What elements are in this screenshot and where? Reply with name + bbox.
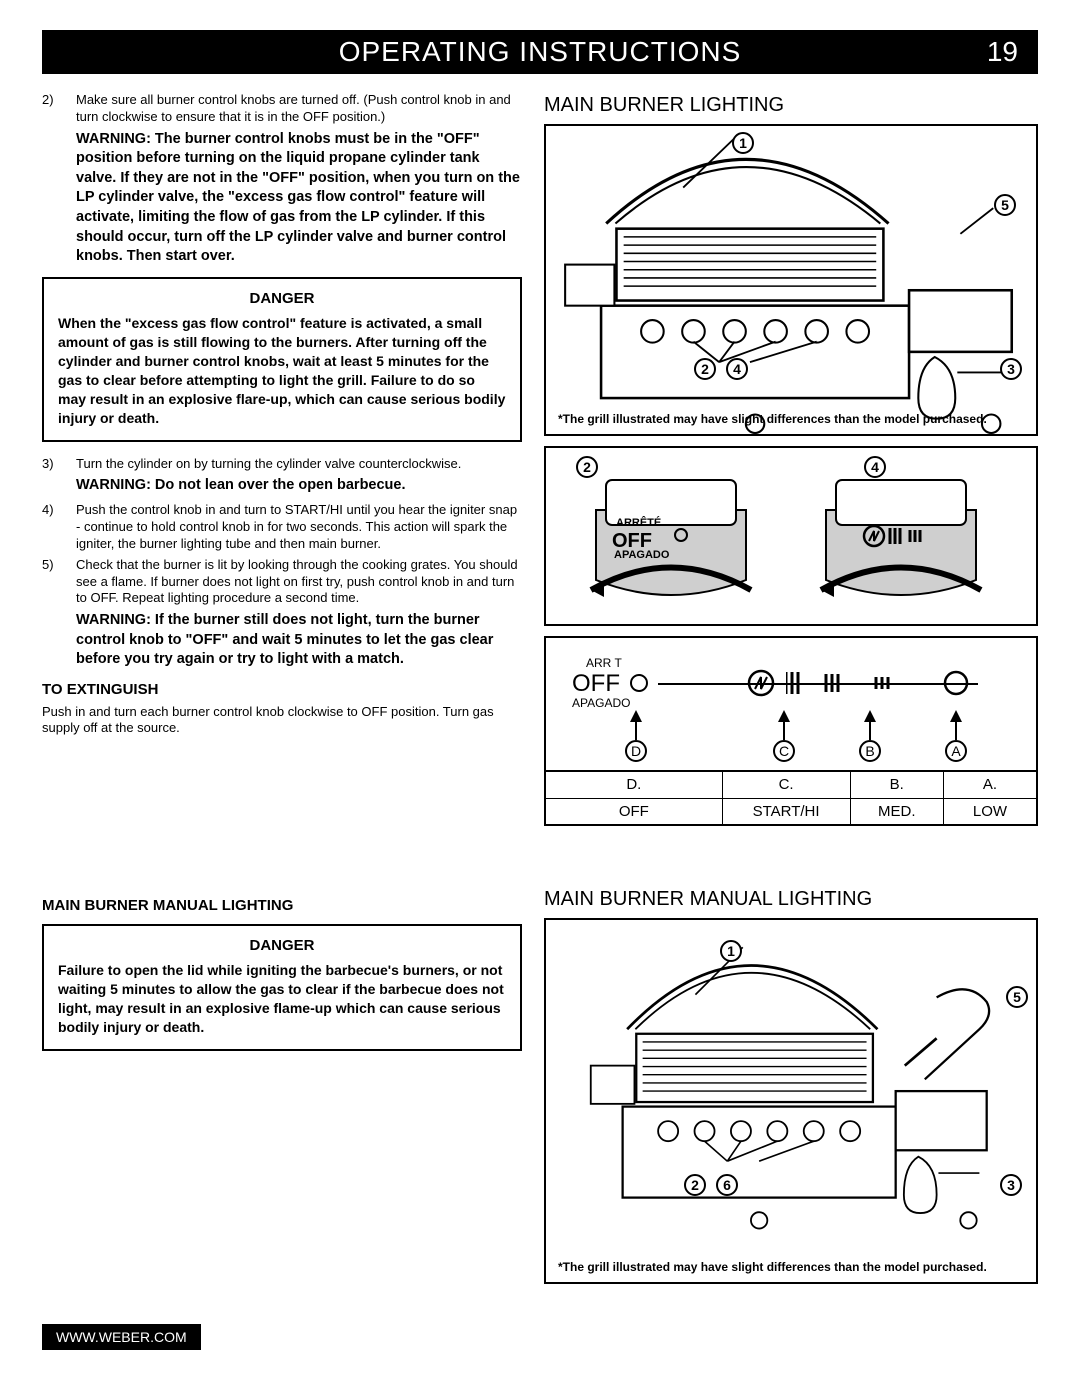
callout-1: 1 <box>732 132 754 154</box>
right-column-2: MAIN BURNER MANUAL LIGHTING <box>544 886 1038 1284</box>
callout-5: 5 <box>994 194 1016 216</box>
callout-knob-4: 4 <box>864 456 886 478</box>
scale-apagado: APAGADO <box>572 696 630 712</box>
arrow-c <box>778 710 790 722</box>
page-number: 19 <box>987 34 1018 70</box>
step-4-text: Push the control knob in and turn to STA… <box>76 502 522 553</box>
danger-2-body: Failure to open the lid while igniting t… <box>58 961 506 1037</box>
extinguish-heading: To Extinguish <box>42 680 522 700</box>
igniter-symbol-knob <box>862 524 952 548</box>
danger-box-1: DANGER When the "excess gas flow control… <box>42 277 522 442</box>
footer-url: WWW.WEBER.COM <box>42 1324 201 1350</box>
knob-apagado: APAGADO <box>614 548 669 562</box>
warning-3: WARNING: If the burner still does not li… <box>76 611 522 670</box>
heat-bars-icon <box>786 668 986 698</box>
th-a: A. <box>944 771 1038 798</box>
letter-a: A <box>945 740 967 762</box>
figure-4-note: *The grill illustrated may have slight d… <box>558 1260 987 1274</box>
callout2-3: 3 <box>1000 1174 1022 1196</box>
left-column: 2) Make sure all burner control knobs ar… <box>42 92 522 826</box>
scale-off: OFF <box>572 668 620 699</box>
header-bar: OPERATING INSTRUCTIONS 19 <box>42 30 1038 74</box>
figure-1-note: *The grill illustrated may have slight d… <box>558 412 987 426</box>
letter-b: B <box>859 740 881 762</box>
danger-box-2: DANGER Failure to open the lid while ign… <box>42 924 522 1051</box>
callout2-1: 1 <box>720 940 742 962</box>
callout-2: 2 <box>694 358 716 380</box>
figure-2-knobs: 2 4 OFF ARRÊTÉ APAGADO <box>544 446 1038 626</box>
letter-c: C <box>773 740 795 762</box>
step-3-text: Turn the cylinder on by turning the cyli… <box>76 456 522 473</box>
right-column: MAIN BURNER LIGHTING <box>544 92 1038 826</box>
knob-arrete: ARRÊTÉ <box>616 516 661 530</box>
grill-illustration-2 <box>575 920 1006 1239</box>
step-5-text: Check that the burner is lit by looking … <box>76 557 522 608</box>
callout2-5: 5 <box>1006 986 1028 1008</box>
step-2: 2) Make sure all burner control knobs ar… <box>42 92 522 126</box>
figure-3-scale: ARR T OFF APAGADO <box>544 636 1038 826</box>
callout-knob-2: 2 <box>576 456 598 478</box>
manual-lighting-heading: MAIN BURNER MANUAL LIGHTING <box>42 896 522 916</box>
danger-1-title: DANGER <box>58 289 506 309</box>
th-d: D. <box>545 771 722 798</box>
figure-4-title: MAIN BURNER MANUAL LIGHTING <box>544 886 1038 912</box>
callout2-6: 6 <box>716 1174 738 1196</box>
td-c: START/HI <box>722 798 850 825</box>
step-5: 5) Check that the burner is lit by looki… <box>42 557 522 608</box>
grill-illustration <box>546 126 1036 434</box>
warning-1: WARNING: The burner control knobs must b… <box>76 130 522 267</box>
td-d: OFF <box>545 798 722 825</box>
figure-4-grill: 1 5 2 6 3 *The grill illustrated may hav… <box>544 918 1038 1284</box>
step-3: 3) Turn the cylinder on by turning the c… <box>42 456 522 473</box>
arrow-b <box>864 710 876 722</box>
igniter-icon <box>746 668 776 698</box>
th-c: C. <box>722 771 850 798</box>
heat-table: D. C. B. A. OFF START/HI MED. LOW <box>544 770 1038 826</box>
callout-4: 4 <box>726 358 748 380</box>
callout-3: 3 <box>1000 358 1022 380</box>
off-circle-icon <box>674 528 688 542</box>
extinguish-body: Push in and turn each burner control kno… <box>42 704 522 738</box>
step-2-text: Make sure all burner control knobs are t… <box>76 92 522 126</box>
danger-2-title: DANGER <box>58 936 506 956</box>
footer: WWW.WEBER.COM <box>42 1324 1038 1350</box>
arrow-a <box>950 710 962 722</box>
td-b: MED. <box>850 798 943 825</box>
step-4: 4) Push the control knob in and turn to … <box>42 502 522 553</box>
arrow-d <box>630 710 642 722</box>
off-circle-2-icon <box>630 674 648 692</box>
danger-1-body: When the "excess gas flow control" featu… <box>58 314 506 427</box>
page-title: OPERATING INSTRUCTIONS <box>339 34 742 70</box>
th-b: B. <box>850 771 943 798</box>
td-a: LOW <box>944 798 1038 825</box>
letter-d: D <box>625 740 647 762</box>
callout2-2: 2 <box>684 1174 706 1196</box>
warning-2: WARNING: Do not lean over the open barbe… <box>76 476 522 496</box>
figure-1-grill: 1 5 2 4 3 *The grill illustrated may hav… <box>544 124 1038 436</box>
left-column-2: MAIN BURNER MANUAL LIGHTING DANGER Failu… <box>42 886 522 1284</box>
figure-1-title: MAIN BURNER LIGHTING <box>544 92 1038 118</box>
